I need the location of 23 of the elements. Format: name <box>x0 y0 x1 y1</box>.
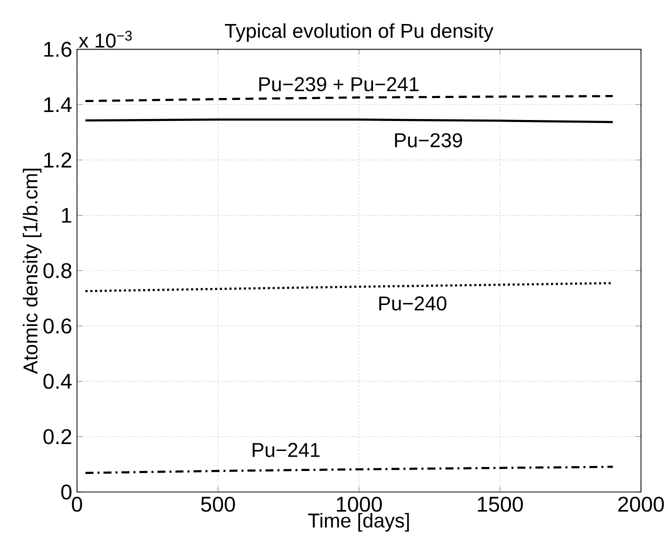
annotation: Pu−241 <box>252 442 320 458</box>
y-tick-label: 0 <box>61 484 72 500</box>
chart-title: Typical evolution of Pu density <box>224 23 494 42</box>
y-tick-label: 0.6 <box>43 318 72 334</box>
x-axis-title: Time [days] <box>308 512 409 532</box>
x-tick-label: 0 <box>72 496 82 512</box>
annotation: Pu−239 <box>395 133 462 148</box>
text: x 10$^{−3}$ <box>78 30 132 48</box>
y-tick-label: 1.6 <box>44 42 72 57</box>
x-tick-label: 1500 <box>478 496 523 512</box>
x-tick-label: 2000 <box>618 496 664 512</box>
y-tick-label: 0.2 <box>43 429 72 444</box>
y-tick-label: 0.8 <box>43 263 72 278</box>
x-tick-label: 1000 <box>336 496 382 512</box>
y-tick-label: 0.4 <box>43 374 72 389</box>
y-tick-label: 1.2 <box>44 152 72 168</box>
x-tick-label: 500 <box>201 496 235 512</box>
annotation: Pu−240 <box>379 296 446 311</box>
annotation: Pu−239 + Pu−241 <box>259 77 418 92</box>
y-axis-title: Atomic density [1/b.cm] <box>22 168 42 374</box>
y-tick-label: 1 <box>62 208 72 223</box>
y-tick-label: 1.4 <box>44 97 72 112</box>
line-series <box>84 466 614 474</box>
